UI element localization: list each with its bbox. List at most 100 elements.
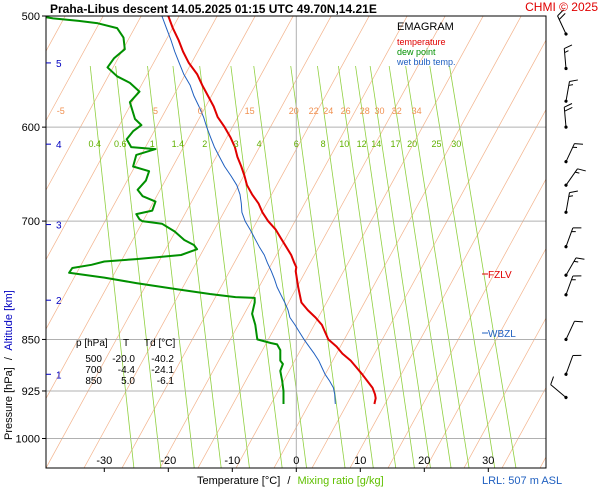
x-axis-temperature-label: Temperature [°C] <box>197 475 280 487</box>
dry-adiabat <box>46 16 104 122</box>
wind-barb-staff <box>565 143 575 162</box>
y-tick-label: 600 <box>22 122 40 134</box>
dry-adiabat <box>539 456 546 468</box>
mixing-ratio-line <box>317 65 374 468</box>
wind-barb <box>564 143 584 164</box>
wind-barb-flag <box>564 44 573 50</box>
dry-adiabat-label: -5 <box>57 106 65 116</box>
mixing-ratio-line <box>253 65 307 468</box>
wind-barb <box>564 320 584 341</box>
wind-barb-flag <box>557 9 564 17</box>
wet-bulb-line <box>161 16 336 405</box>
wind-barb-station <box>564 293 568 297</box>
dry-adiabat-label: 0 <box>198 106 203 116</box>
mixing-ratio-line <box>290 65 346 468</box>
wind-barb-staff <box>565 168 578 186</box>
dry-adiabats <box>46 16 546 468</box>
wind-barb-flag <box>564 103 573 108</box>
mixing-ratio-line <box>355 65 415 468</box>
dry-adiabat <box>121 16 370 468</box>
wind-barb-flag <box>575 257 585 260</box>
x-tick-label: -20 <box>160 455 176 467</box>
x-axis-separator: / <box>287 475 291 487</box>
y-tick-label: 850 <box>22 334 40 346</box>
wind-barb <box>564 275 582 297</box>
table-cell: 700 <box>85 365 102 376</box>
y-axis-altitude-label: Altitude [km] <box>3 290 15 351</box>
y-axis-separator: / <box>3 356 15 360</box>
mixing-ratio-label: 0.4 <box>88 139 101 149</box>
wind-barb-half-flag <box>573 260 579 263</box>
mixing-ratio-label: 17 <box>390 139 400 149</box>
table-header-td: Td [°C] <box>144 338 175 349</box>
x-tick-label: -30 <box>96 455 112 467</box>
mixing-ratio-label: 1.4 <box>172 139 185 149</box>
wind-barb-half-flag <box>571 279 576 281</box>
mixing-ratio-label: 6 <box>294 139 299 149</box>
wind-barb-staff <box>565 355 574 375</box>
dry-adiabat-label: 28 <box>360 106 370 116</box>
wind-barb-station <box>564 183 568 187</box>
y-axis-title: Pressure [hPa] / Altitude [km] <box>3 290 15 440</box>
wind-barb <box>563 44 573 71</box>
dry-adiabat <box>425 247 546 468</box>
altitude-tick-label: 5 <box>56 59 62 70</box>
mixing-ratio-line <box>369 65 431 468</box>
x-axis-title: Temperature [°C] / Mixing ratio [g/kg] <box>197 475 384 487</box>
dew-point-line <box>46 16 285 404</box>
dry-adiabat <box>46 16 294 468</box>
mixing-ratio-label: 30 <box>451 139 461 149</box>
table-header-p: p [hPa] <box>76 338 108 349</box>
wind-barb-half-flag <box>568 84 574 86</box>
y-tick-label: 500 <box>22 11 40 23</box>
wind-barb-station <box>564 32 568 36</box>
mixing-ratio-line <box>230 65 283 468</box>
level-markers: FZLV WBZL <box>482 270 516 340</box>
table-cell: -24.1 <box>151 365 174 376</box>
legend-item-temperature: temperature <box>397 37 446 47</box>
wind-barb-flag <box>572 354 582 357</box>
wind-barb-station <box>564 66 568 71</box>
dry-adiabat <box>311 39 546 468</box>
table-cell: -6.1 <box>157 376 175 387</box>
dry-adiabat <box>83 16 332 468</box>
profile-series <box>46 16 377 405</box>
dry-adiabat-label: 15 <box>245 106 255 116</box>
dry-adiabat-label: 26 <box>341 106 351 116</box>
wind-barb-half-flag <box>568 195 574 198</box>
mixing-ratio-label: 0.6 <box>114 139 127 149</box>
wind-barb <box>564 257 585 277</box>
wind-barb-flag <box>564 107 573 112</box>
dry-adiabat <box>159 16 408 468</box>
mixing-ratio-line <box>338 65 397 468</box>
mixing-ratio-label: 1 <box>150 139 155 149</box>
dry-adiabat-label: 32 <box>392 106 402 116</box>
fzlv-label: FZLV <box>488 270 512 281</box>
wind-barb-flag <box>574 143 584 145</box>
dry-adiabat-label: 24 <box>323 106 333 116</box>
altitude-tick-label: 3 <box>56 221 62 232</box>
wind-barb <box>563 103 573 129</box>
mixing-ratio-label: 10 <box>339 139 349 149</box>
lrl-label: LRL: 507 m ASL <box>482 475 562 487</box>
chart-title: Praha-Libus descent 14.05.2025 01:15 UTC… <box>50 2 377 16</box>
wind-barb-flag <box>577 168 586 172</box>
wbzl-label: WBZL <box>488 329 516 340</box>
wind-barb <box>564 79 578 103</box>
dry-adiabat <box>387 178 546 468</box>
dry-adiabat <box>197 16 446 468</box>
dry-adiabat-label: 20 <box>289 106 299 116</box>
mixing-ratio-line <box>172 65 222 468</box>
wind-barb-station <box>564 160 568 164</box>
wind-barb <box>564 227 582 249</box>
wind-barb-station <box>564 337 568 341</box>
mixing-ratio-label: 25 <box>431 139 441 149</box>
table-cell: 5.0 <box>121 376 135 387</box>
wind-barb <box>564 190 578 214</box>
legend-item-wet-bulb: wet bulb temp. <box>396 57 456 67</box>
dry-adiabat <box>46 16 218 330</box>
mixing-ratio-line <box>199 65 250 468</box>
wind-barb-station <box>564 99 568 103</box>
mixing-ratio-label: 20 <box>407 139 417 149</box>
